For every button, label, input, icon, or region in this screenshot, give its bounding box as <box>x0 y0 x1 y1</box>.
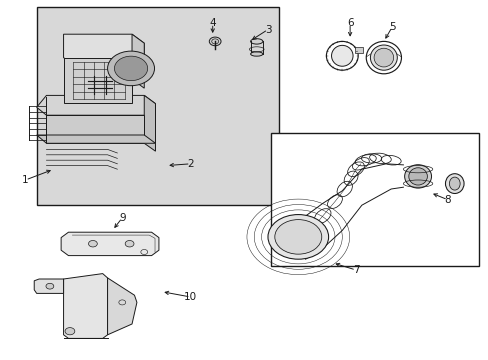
Polygon shape <box>46 115 144 143</box>
Text: 10: 10 <box>184 292 197 302</box>
Circle shape <box>114 56 147 81</box>
Polygon shape <box>34 279 63 293</box>
Bar <box>354 47 363 53</box>
Circle shape <box>267 215 328 259</box>
Bar <box>37 7 278 205</box>
Polygon shape <box>63 58 132 103</box>
Text: 3: 3 <box>264 24 271 35</box>
Ellipse shape <box>404 165 430 188</box>
Text: 6: 6 <box>346 18 353 28</box>
Text: 7: 7 <box>352 265 359 275</box>
Ellipse shape <box>448 177 459 190</box>
Polygon shape <box>37 135 155 143</box>
Text: 4: 4 <box>209 18 216 28</box>
Ellipse shape <box>370 45 396 70</box>
Ellipse shape <box>250 39 263 44</box>
Polygon shape <box>61 232 159 256</box>
Text: 9: 9 <box>119 213 125 223</box>
Polygon shape <box>37 95 155 115</box>
Circle shape <box>125 240 134 247</box>
Polygon shape <box>107 278 137 335</box>
Bar <box>271 133 478 266</box>
Circle shape <box>209 37 221 46</box>
Polygon shape <box>132 34 144 88</box>
Ellipse shape <box>331 45 352 66</box>
Ellipse shape <box>408 168 427 185</box>
Text: 8: 8 <box>444 195 450 205</box>
Text: 5: 5 <box>388 22 395 32</box>
Circle shape <box>88 240 97 247</box>
Circle shape <box>107 51 154 86</box>
Polygon shape <box>63 274 107 338</box>
Ellipse shape <box>373 48 393 67</box>
Polygon shape <box>63 34 144 67</box>
Text: 1: 1 <box>22 175 29 185</box>
Circle shape <box>65 328 75 335</box>
Polygon shape <box>144 95 155 151</box>
Text: 2: 2 <box>187 159 194 169</box>
Ellipse shape <box>250 52 263 56</box>
Circle shape <box>274 220 321 254</box>
Ellipse shape <box>445 174 463 194</box>
Circle shape <box>46 283 54 289</box>
